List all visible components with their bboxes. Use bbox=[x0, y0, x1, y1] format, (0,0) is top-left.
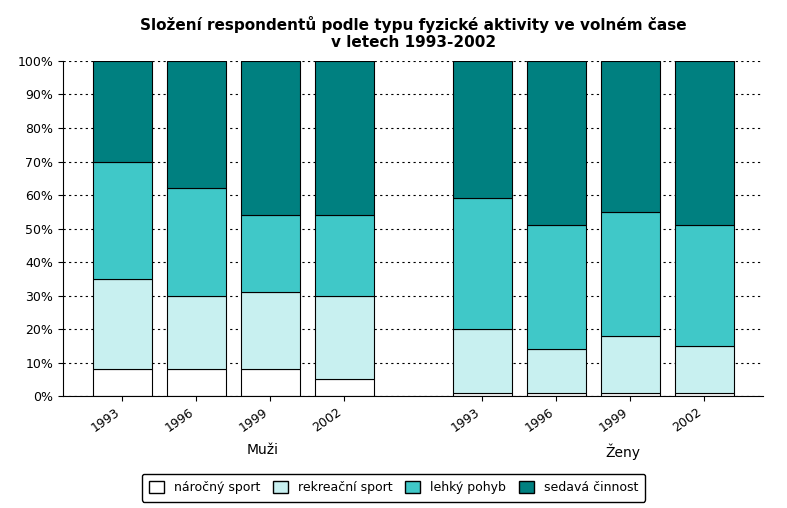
Bar bbox=[600, 212, 660, 336]
Bar bbox=[527, 61, 586, 225]
Bar bbox=[674, 346, 733, 393]
Legend: náročný sport, rekreační sport, lehký pohyb, sedavá činnost: náročný sport, rekreační sport, lehký po… bbox=[142, 474, 645, 502]
Bar bbox=[241, 369, 300, 396]
Bar bbox=[241, 215, 300, 292]
Bar bbox=[315, 379, 374, 396]
Bar bbox=[527, 225, 586, 350]
Bar bbox=[674, 225, 733, 346]
Title: Složení respondentů podle typu fyzické aktivity ve volném čase
v letech 1993-200: Složení respondentů podle typu fyzické a… bbox=[140, 16, 686, 50]
Bar bbox=[600, 393, 660, 396]
Bar bbox=[527, 350, 586, 393]
Bar bbox=[527, 393, 586, 396]
Bar bbox=[241, 292, 300, 369]
Bar bbox=[93, 369, 152, 396]
Bar bbox=[453, 329, 512, 393]
Bar bbox=[453, 199, 512, 329]
Bar bbox=[674, 393, 733, 396]
Bar bbox=[93, 162, 152, 279]
Bar bbox=[167, 369, 226, 396]
Bar bbox=[315, 296, 374, 379]
Text: Ženy: Ženy bbox=[605, 443, 641, 460]
Bar bbox=[600, 61, 660, 212]
Bar bbox=[315, 215, 374, 296]
Bar bbox=[93, 61, 152, 162]
Bar bbox=[674, 61, 733, 225]
Text: Muži: Muži bbox=[247, 443, 279, 457]
Bar bbox=[453, 61, 512, 199]
Bar bbox=[93, 279, 152, 369]
Bar bbox=[167, 61, 226, 188]
Bar bbox=[241, 61, 300, 215]
Bar bbox=[167, 296, 226, 369]
Bar bbox=[315, 61, 374, 215]
Bar bbox=[167, 188, 226, 296]
Bar bbox=[600, 336, 660, 393]
Bar bbox=[453, 393, 512, 396]
